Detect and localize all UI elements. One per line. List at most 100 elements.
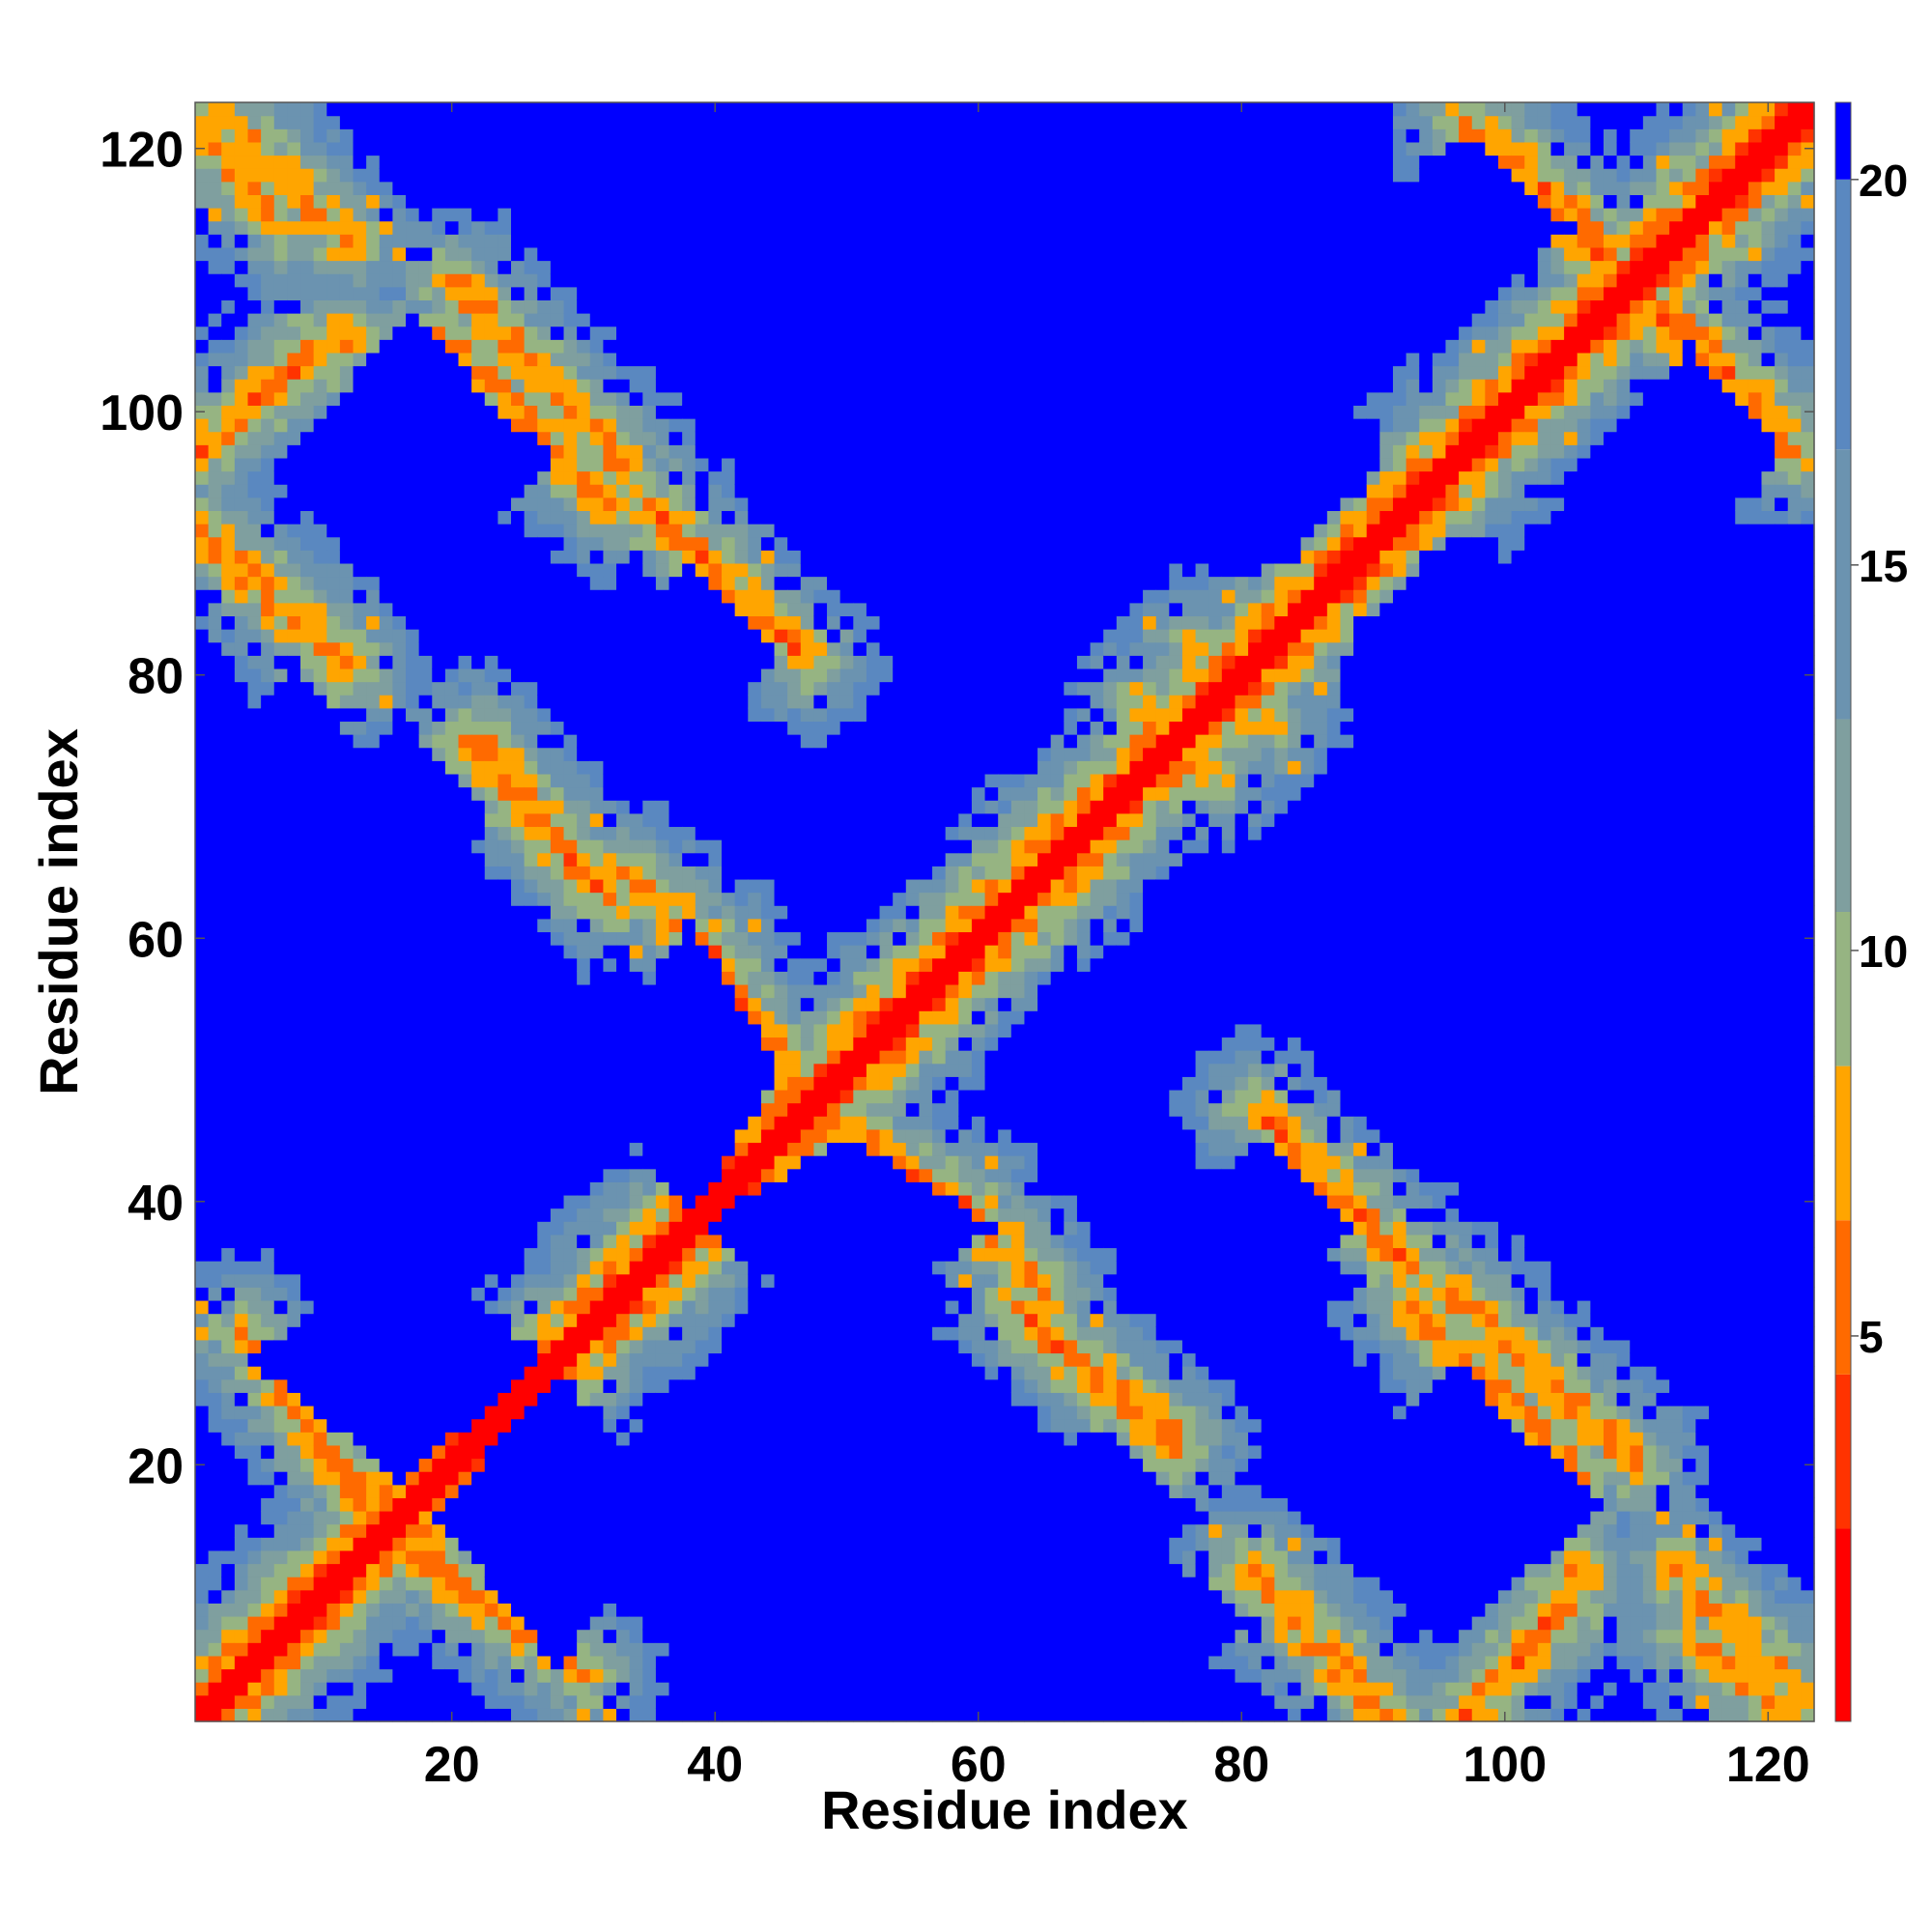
heatmap-cell [708, 878, 723, 894]
heatmap-cell [444, 1405, 460, 1420]
heatmap-cell [327, 681, 341, 696]
heatmap-cell [418, 576, 433, 590]
heatmap-cell [603, 286, 617, 300]
heatmap-cell [432, 773, 446, 788]
heatmap-cell [418, 181, 433, 195]
heatmap-cell [708, 299, 723, 314]
heatmap-cell [313, 641, 327, 656]
heatmap-cell [563, 812, 578, 828]
heatmap-cell [511, 352, 526, 367]
heatmap-cell [444, 668, 460, 683]
heatmap-cell [642, 1273, 657, 1288]
heatmap-cell [524, 892, 538, 906]
heatmap-cell [603, 1037, 617, 1051]
heatmap-cell [208, 431, 222, 445]
heatmap-cell [339, 352, 355, 367]
heatmap-cell [682, 892, 696, 906]
heatmap-cell [484, 931, 498, 946]
heatmap-cell [563, 918, 578, 933]
heatmap-cell [353, 1405, 367, 1420]
heatmap-cell [261, 1261, 275, 1275]
heatmap-cell [339, 957, 355, 972]
heatmap-cell [629, 457, 643, 472]
heatmap-cell [261, 1116, 275, 1130]
heatmap-cell [221, 1642, 236, 1657]
heatmap-cell [444, 470, 460, 485]
heatmap-cell [589, 1471, 605, 1486]
heatmap-cell [577, 141, 591, 156]
heatmap-cell [524, 1247, 538, 1262]
heatmap-cell [247, 550, 262, 564]
heatmap-cell [353, 1549, 367, 1565]
heatmap-cell [616, 1392, 631, 1406]
heatmap-cell [300, 760, 315, 775]
heatmap-cell [221, 1261, 236, 1275]
heatmap-cell [247, 668, 262, 683]
heatmap-cell [273, 1405, 288, 1420]
heatmap-cell [589, 141, 605, 156]
heatmap-cell [366, 1313, 381, 1327]
heatmap-cell [432, 1339, 446, 1354]
heatmap-cell [550, 1629, 565, 1643]
heatmap-cell [655, 510, 670, 525]
heatmap-cell [392, 760, 407, 775]
heatmap-cell [221, 1273, 236, 1288]
heatmap-cell [195, 1484, 210, 1498]
heatmap-cell [484, 1037, 498, 1051]
heatmap-cell [550, 1063, 565, 1077]
heatmap-cell [655, 695, 670, 709]
heatmap-cell [353, 655, 367, 669]
heatmap-cell [497, 339, 512, 354]
heatmap-cell [497, 1458, 512, 1472]
heatmap-cell [379, 1694, 393, 1709]
heatmap-cell [668, 1116, 683, 1130]
heatmap-cell [418, 747, 433, 761]
heatmap-cell [629, 444, 643, 459]
heatmap-cell [287, 866, 301, 880]
heatmap-cell [708, 510, 723, 525]
heatmap-cell [392, 141, 407, 156]
heatmap-cell [208, 234, 222, 248]
heatmap-cell [511, 1392, 526, 1406]
heatmap-cell [208, 1287, 222, 1301]
heatmap-cell [668, 352, 683, 367]
heatmap-cell [273, 484, 288, 498]
heatmap-cell [550, 997, 565, 1011]
heatmap-cell [418, 1299, 433, 1315]
heatmap-cell [406, 695, 420, 709]
heatmap-cell [484, 918, 498, 933]
heatmap-cell [458, 773, 472, 788]
heatmap-cell [418, 102, 433, 117]
heatmap-cell [247, 1523, 262, 1538]
heatmap-cell [629, 1273, 643, 1288]
heatmap-cell [682, 1392, 696, 1406]
heatmap-cell [261, 773, 275, 788]
heatmap-cell [497, 181, 512, 195]
heatmap-cell [682, 234, 696, 248]
heatmap-cell [655, 997, 670, 1011]
heatmap-cell [458, 905, 472, 920]
heatmap-cell [261, 352, 275, 367]
heatmap-cell [444, 1221, 460, 1236]
heatmap-cell [524, 141, 538, 156]
heatmap-cell [234, 589, 249, 604]
heatmap-cell [550, 550, 565, 564]
heatmap-cell [300, 1655, 315, 1670]
heatmap-cell [432, 1694, 446, 1709]
heatmap-cell [444, 1523, 460, 1538]
heatmap-cell [444, 1128, 460, 1144]
heatmap-cell [511, 615, 526, 630]
heatmap-cell [195, 208, 210, 222]
heatmap-cell [511, 1234, 526, 1249]
heatmap-cell [563, 931, 578, 946]
heatmap-cell [195, 1549, 210, 1565]
heatmap-cell [458, 1668, 472, 1683]
heatmap-cell [221, 892, 236, 906]
heatmap-cell [537, 1208, 552, 1222]
heatmap-cell [247, 1010, 262, 1025]
heatmap-cell [313, 1063, 327, 1077]
heatmap-cell [708, 260, 723, 274]
heatmap-cell [537, 1261, 552, 1275]
heatmap-cell [458, 1089, 472, 1104]
heatmap-cell [616, 1352, 631, 1367]
